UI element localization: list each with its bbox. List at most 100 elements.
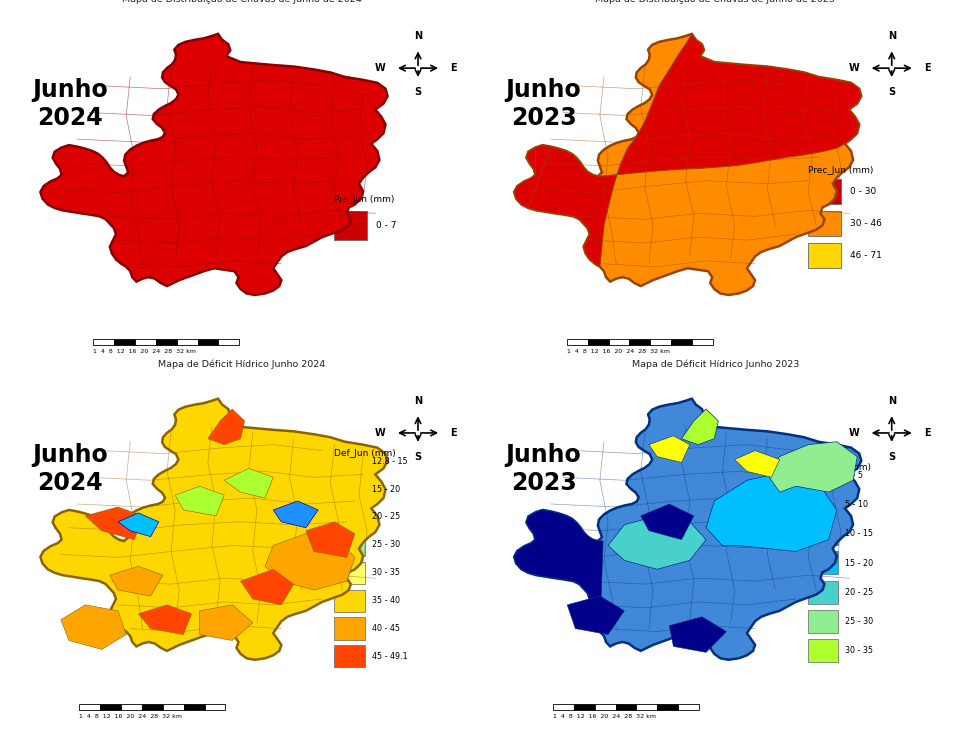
Text: E: E — [924, 428, 930, 438]
FancyBboxPatch shape — [335, 618, 365, 640]
Text: 0 - 7: 0 - 7 — [376, 221, 397, 230]
FancyBboxPatch shape — [809, 464, 838, 486]
FancyBboxPatch shape — [809, 522, 838, 545]
FancyBboxPatch shape — [177, 339, 197, 345]
Polygon shape — [669, 617, 726, 652]
Text: W: W — [849, 428, 859, 438]
Polygon shape — [273, 501, 318, 528]
Text: 30 - 46: 30 - 46 — [850, 219, 881, 228]
FancyBboxPatch shape — [553, 704, 574, 710]
Polygon shape — [514, 34, 861, 267]
Text: 46 - 71: 46 - 71 — [850, 251, 881, 260]
Text: S: S — [414, 87, 422, 97]
Text: N: N — [888, 32, 896, 41]
Polygon shape — [265, 534, 355, 590]
FancyBboxPatch shape — [163, 704, 184, 710]
Polygon shape — [706, 472, 836, 551]
Text: 0 - 5: 0 - 5 — [845, 471, 863, 480]
Polygon shape — [240, 569, 294, 605]
Text: 10 - 15: 10 - 15 — [845, 529, 874, 538]
FancyBboxPatch shape — [121, 704, 142, 710]
Polygon shape — [514, 399, 861, 660]
Text: 25 - 30: 25 - 30 — [371, 540, 400, 549]
Text: Junho
2024: Junho 2024 — [32, 78, 108, 130]
FancyBboxPatch shape — [335, 450, 365, 472]
FancyBboxPatch shape — [335, 646, 365, 668]
Text: 30 - 35: 30 - 35 — [371, 568, 400, 577]
Polygon shape — [110, 566, 163, 596]
Text: Prec_Jun (mm): Prec_Jun (mm) — [809, 167, 874, 175]
FancyBboxPatch shape — [594, 704, 615, 710]
Text: 40 - 45: 40 - 45 — [371, 624, 400, 633]
Text: Def  Jun (mm): Def Jun (mm) — [809, 464, 871, 472]
Text: 0 - 30: 0 - 30 — [850, 187, 877, 196]
Text: W: W — [849, 63, 859, 73]
FancyBboxPatch shape — [79, 704, 100, 710]
Polygon shape — [681, 409, 719, 444]
FancyBboxPatch shape — [692, 339, 713, 345]
Polygon shape — [139, 605, 191, 635]
Polygon shape — [175, 486, 224, 516]
FancyBboxPatch shape — [809, 243, 840, 268]
Text: Pre_Jun (mm): Pre_Jun (mm) — [335, 195, 395, 204]
FancyBboxPatch shape — [335, 562, 365, 584]
Title: Mapa de Distribuição de Chuvas de Junho de 2024: Mapa de Distribuição de Chuvas de Junho … — [122, 0, 362, 4]
FancyBboxPatch shape — [809, 639, 838, 663]
Text: 30 - 35: 30 - 35 — [845, 646, 874, 655]
Polygon shape — [224, 469, 273, 498]
Polygon shape — [514, 145, 551, 208]
FancyBboxPatch shape — [335, 478, 365, 500]
FancyBboxPatch shape — [567, 339, 588, 345]
Text: W: W — [375, 63, 386, 73]
Text: 45 - 49.1: 45 - 49.1 — [371, 652, 408, 661]
FancyBboxPatch shape — [218, 339, 239, 345]
Text: 1  4  8  12  16  20  24  28  32 km: 1 4 8 12 16 20 24 28 32 km — [79, 714, 182, 719]
FancyBboxPatch shape — [809, 492, 838, 516]
Title: Mapa de Déficit Hídrico Junho 2024: Mapa de Déficit Hídrico Junho 2024 — [158, 359, 325, 368]
Polygon shape — [200, 605, 253, 640]
FancyBboxPatch shape — [615, 704, 636, 710]
FancyBboxPatch shape — [335, 590, 365, 612]
FancyBboxPatch shape — [184, 704, 205, 710]
FancyBboxPatch shape — [588, 339, 609, 345]
Polygon shape — [118, 513, 159, 537]
Text: Junho
2024: Junho 2024 — [32, 443, 108, 495]
Polygon shape — [40, 399, 388, 660]
Text: 1  4  8  12  16  20  24  28  32 km: 1 4 8 12 16 20 24 28 32 km — [553, 714, 656, 719]
Text: 15 - 20: 15 - 20 — [845, 559, 874, 567]
FancyBboxPatch shape — [679, 704, 700, 710]
Text: 20 - 25: 20 - 25 — [845, 588, 874, 597]
FancyBboxPatch shape — [100, 704, 121, 710]
FancyBboxPatch shape — [630, 339, 651, 345]
Text: N: N — [414, 32, 422, 41]
Text: W: W — [375, 428, 386, 438]
FancyBboxPatch shape — [651, 339, 671, 345]
FancyBboxPatch shape — [809, 211, 840, 236]
Text: S: S — [888, 87, 896, 97]
Text: 25 - 30: 25 - 30 — [845, 617, 874, 626]
Polygon shape — [568, 596, 624, 635]
FancyBboxPatch shape — [142, 704, 163, 710]
Polygon shape — [306, 522, 355, 557]
Text: E: E — [451, 428, 456, 438]
FancyBboxPatch shape — [636, 704, 657, 710]
Text: 12.8 - 15: 12.8 - 15 — [371, 457, 408, 466]
FancyBboxPatch shape — [197, 339, 218, 345]
Polygon shape — [768, 441, 857, 492]
Title: Mapa de Distribuição de Chuvas de Junho de 2023: Mapa de Distribuição de Chuvas de Junho … — [595, 0, 835, 4]
FancyBboxPatch shape — [114, 339, 135, 345]
Text: N: N — [888, 397, 896, 406]
Text: Def_Jun (mm): Def_Jun (mm) — [335, 449, 396, 458]
FancyBboxPatch shape — [609, 339, 630, 345]
Text: S: S — [414, 452, 422, 462]
Polygon shape — [85, 507, 143, 539]
Text: Junho
2023: Junho 2023 — [505, 78, 582, 130]
FancyBboxPatch shape — [809, 551, 838, 575]
Text: S: S — [888, 452, 896, 462]
FancyBboxPatch shape — [574, 704, 594, 710]
Polygon shape — [608, 516, 706, 569]
Text: 1  4  8  12  16  20  24  28  32 km: 1 4 8 12 16 20 24 28 32 km — [93, 349, 196, 354]
Text: 15 - 20: 15 - 20 — [371, 484, 400, 494]
FancyBboxPatch shape — [335, 534, 365, 556]
Polygon shape — [514, 510, 603, 632]
